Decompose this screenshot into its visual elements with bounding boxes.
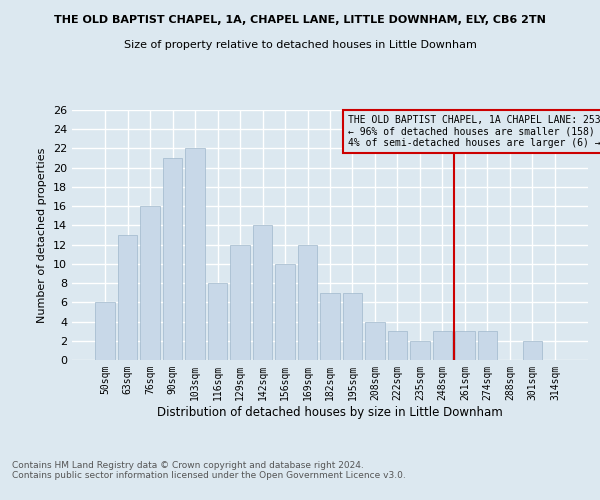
- Bar: [320, 292, 340, 360]
- Bar: [365, 322, 385, 360]
- Bar: [410, 341, 430, 360]
- Bar: [230, 244, 250, 360]
- Bar: [163, 158, 182, 360]
- Bar: [185, 148, 205, 360]
- Bar: [140, 206, 160, 360]
- Bar: [275, 264, 295, 360]
- Bar: [523, 341, 542, 360]
- Bar: [118, 235, 137, 360]
- Bar: [95, 302, 115, 360]
- Bar: [388, 331, 407, 360]
- Text: THE OLD BAPTIST CHAPEL, 1A, CHAPEL LANE, LITTLE DOWNHAM, ELY, CB6 2TN: THE OLD BAPTIST CHAPEL, 1A, CHAPEL LANE,…: [54, 15, 546, 25]
- Bar: [433, 331, 452, 360]
- Bar: [298, 244, 317, 360]
- Y-axis label: Number of detached properties: Number of detached properties: [37, 148, 47, 322]
- Text: Size of property relative to detached houses in Little Downham: Size of property relative to detached ho…: [124, 40, 476, 50]
- Bar: [253, 226, 272, 360]
- Text: THE OLD BAPTIST CHAPEL, 1A CHAPEL LANE: 253sqm
← 96% of detached houses are smal: THE OLD BAPTIST CHAPEL, 1A CHAPEL LANE: …: [348, 115, 600, 148]
- Bar: [343, 292, 362, 360]
- Bar: [208, 283, 227, 360]
- Text: Contains HM Land Registry data © Crown copyright and database right 2024.
Contai: Contains HM Land Registry data © Crown c…: [12, 460, 406, 480]
- Bar: [455, 331, 475, 360]
- Bar: [478, 331, 497, 360]
- X-axis label: Distribution of detached houses by size in Little Downham: Distribution of detached houses by size …: [157, 406, 503, 418]
